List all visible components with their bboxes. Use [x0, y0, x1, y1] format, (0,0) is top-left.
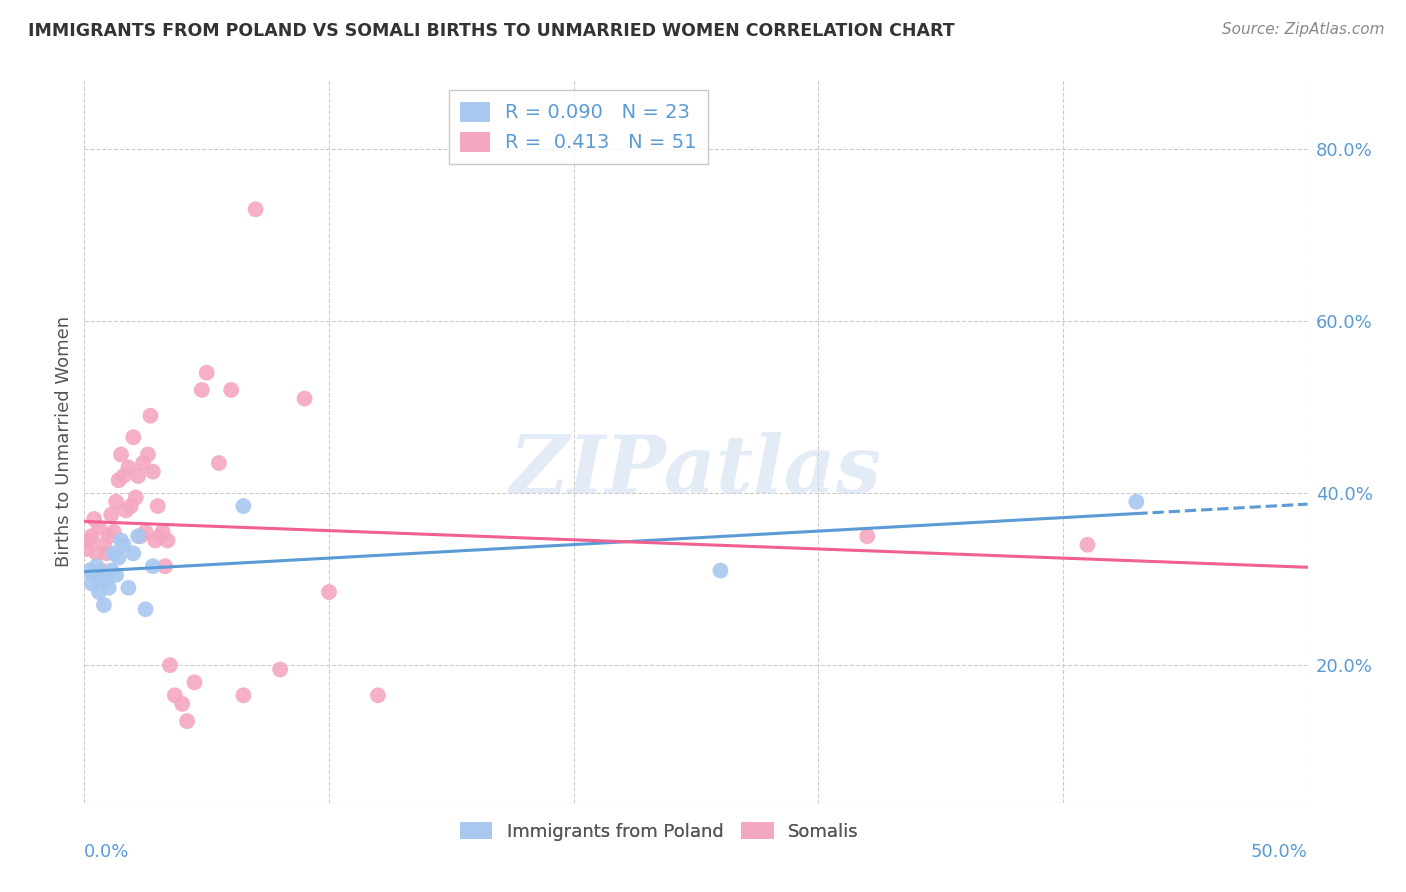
Point	[80, 576, 103, 591]
Point	[208, 456, 231, 470]
Point	[103, 546, 125, 560]
Point	[80, 529, 103, 543]
Point	[96, 572, 118, 586]
Point	[103, 524, 125, 539]
Point	[142, 465, 165, 479]
Point	[127, 529, 149, 543]
Point	[105, 567, 128, 582]
Point	[127, 469, 149, 483]
Point	[100, 564, 122, 578]
Point	[269, 663, 291, 677]
Point	[149, 529, 172, 543]
Point	[232, 499, 254, 513]
Point	[87, 520, 110, 534]
Point	[135, 602, 157, 616]
Point	[183, 675, 205, 690]
Point	[107, 473, 129, 487]
Point	[1125, 494, 1147, 508]
Point	[83, 512, 105, 526]
Point	[105, 494, 128, 508]
Point	[107, 550, 129, 565]
Point	[294, 392, 316, 406]
Point	[152, 524, 174, 539]
Point	[176, 714, 198, 728]
Point	[97, 581, 120, 595]
Point	[125, 491, 148, 505]
Point	[110, 447, 132, 461]
Text: ZIPatlas: ZIPatlas	[510, 432, 882, 509]
Point	[191, 383, 214, 397]
Point	[856, 529, 879, 543]
Text: Source: ZipAtlas.com: Source: ZipAtlas.com	[1222, 22, 1385, 37]
Point	[1076, 538, 1098, 552]
Point	[135, 524, 157, 539]
Point	[93, 598, 115, 612]
Point	[146, 499, 169, 513]
Point	[93, 538, 115, 552]
Point	[122, 430, 145, 444]
Point	[153, 559, 176, 574]
Point	[110, 533, 132, 548]
Point	[367, 688, 389, 702]
Point	[163, 688, 186, 702]
Point	[318, 585, 340, 599]
Point	[129, 529, 152, 543]
Legend: Immigrants from Poland, Somalis: Immigrants from Poland, Somalis	[453, 815, 866, 848]
Point	[86, 559, 108, 574]
Point	[117, 581, 139, 595]
Point	[120, 499, 142, 513]
Point	[90, 564, 112, 578]
Point	[132, 456, 155, 470]
Point	[76, 542, 98, 557]
Point	[86, 546, 108, 560]
Point	[143, 533, 166, 548]
Point	[77, 564, 100, 578]
Point	[112, 538, 135, 552]
Point	[219, 383, 242, 397]
Point	[709, 564, 731, 578]
Point	[172, 697, 194, 711]
Point	[232, 688, 254, 702]
Point	[117, 460, 139, 475]
Point	[156, 533, 179, 548]
Point	[96, 546, 118, 560]
Point	[139, 409, 162, 423]
Point	[97, 529, 120, 543]
Point	[77, 533, 100, 548]
Point	[195, 366, 218, 380]
Text: IMMIGRANTS FROM POLAND VS SOMALI BIRTHS TO UNMARRIED WOMEN CORRELATION CHART: IMMIGRANTS FROM POLAND VS SOMALI BIRTHS …	[28, 22, 955, 40]
Text: 0.0%: 0.0%	[84, 843, 129, 861]
Text: 50.0%: 50.0%	[1251, 843, 1308, 861]
Point	[115, 503, 138, 517]
Point	[136, 447, 159, 461]
Point	[245, 202, 267, 217]
Point	[159, 658, 181, 673]
Point	[100, 508, 122, 522]
Point	[122, 546, 145, 560]
Point	[83, 567, 105, 582]
Point	[142, 559, 165, 574]
Point	[112, 469, 135, 483]
Point	[87, 585, 110, 599]
Point	[90, 572, 112, 586]
Y-axis label: Births to Unmarried Women: Births to Unmarried Women	[55, 316, 73, 567]
